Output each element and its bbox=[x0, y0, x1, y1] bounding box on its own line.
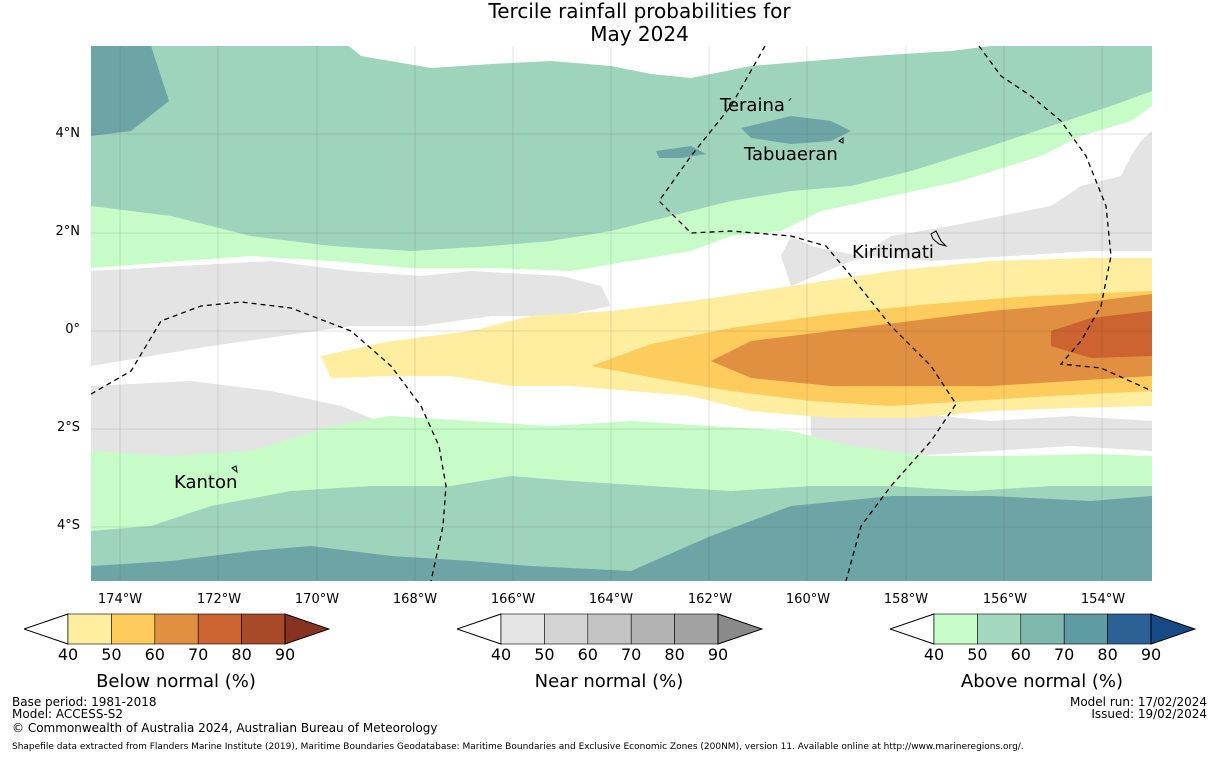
colorbar-above-tick: 40 bbox=[923, 645, 945, 664]
footer-base-period: Base period: 1981-2018 bbox=[12, 695, 157, 709]
colorbar-below-tick: 80 bbox=[231, 645, 252, 664]
colorbar-above-segment bbox=[1020, 613, 1065, 645]
colorbar-near-segment bbox=[630, 613, 675, 645]
colorbar-below-segment bbox=[241, 613, 286, 645]
colorbar-below-segment bbox=[111, 613, 156, 645]
colorbar-near-tick: 50 bbox=[534, 645, 555, 664]
below-normal-70 bbox=[1051, 311, 1152, 358]
colorbar-above-segment bbox=[1107, 613, 1152, 645]
footer-shapefile-credit: Shapefile data extracted from Flanders M… bbox=[12, 742, 1024, 752]
above-normal-50-north bbox=[91, 46, 1152, 251]
title-line-2: May 2024 bbox=[590, 22, 689, 46]
place-label-kiritimati: Kiritimati bbox=[852, 242, 934, 263]
title-line-1: Tercile rainfall probabilities for bbox=[488, 0, 791, 23]
colorbar-above-tick: 70 bbox=[1054, 645, 1075, 664]
colorbar-near-segment bbox=[544, 613, 589, 645]
footer-model-run: Model run: 17/02/2024 bbox=[1069, 695, 1207, 709]
colorbar-below-tick: 70 bbox=[188, 645, 209, 664]
below-normal-60 bbox=[711, 294, 1152, 386]
lon-label: 174°W bbox=[97, 592, 143, 607]
colorbar-near-arrow-low bbox=[457, 613, 502, 645]
map-svg bbox=[91, 46, 1152, 581]
colorbar-below bbox=[24, 613, 330, 645]
lon-label: 166°W bbox=[490, 592, 536, 607]
colorbar-above-tick: 80 bbox=[1097, 645, 1118, 664]
colorbar-below-tick: 90 bbox=[274, 645, 296, 664]
footer-copyright: © Commonwealth of Australia 2024, Austra… bbox=[12, 721, 438, 735]
eez-boundaries bbox=[91, 46, 1152, 581]
colorbar-below-arrow-high bbox=[284, 613, 330, 645]
chart-title: Tercile rainfall probabilities for May 2… bbox=[0, 0, 1219, 46]
graticule bbox=[91, 46, 1152, 581]
place-label-kanton: Kanton bbox=[174, 472, 238, 493]
place-label-tabuaeran: Tabuaeran bbox=[744, 144, 838, 165]
above-normal-60-nw bbox=[91, 46, 169, 136]
colorbar-below-tick: 60 bbox=[144, 645, 165, 664]
colorbar-near bbox=[457, 613, 763, 645]
lon-label: 160°W bbox=[785, 592, 831, 607]
colorbar-below-tick: 40 bbox=[57, 645, 79, 664]
colorbar-near-segment bbox=[500, 613, 545, 645]
lon-label: 156°W bbox=[982, 592, 1028, 607]
above-normal-60-teraina bbox=[741, 116, 851, 144]
lon-label: 162°W bbox=[687, 592, 733, 607]
colorbar-near-segment bbox=[674, 613, 719, 645]
colorbar-below-segment bbox=[154, 613, 199, 645]
near-normal-region-ne bbox=[349, 46, 1152, 286]
colorbar-above-tick: 50 bbox=[967, 645, 988, 664]
colorbar-near-tick: 70 bbox=[621, 645, 642, 664]
islands bbox=[231, 97, 948, 474]
colorbar-above-segment bbox=[977, 613, 1022, 645]
colorbar-near-tick: 60 bbox=[577, 645, 598, 664]
map-panel[interactable] bbox=[91, 46, 1152, 581]
lon-label: 154°W bbox=[1080, 592, 1126, 607]
lat-label: 2°S bbox=[56, 420, 80, 435]
colorbar-above-segment bbox=[933, 613, 978, 645]
colorbar-above bbox=[890, 613, 1196, 645]
colorbar-above-tick: 90 bbox=[1140, 645, 1162, 664]
lat-label: 2°N bbox=[55, 224, 81, 239]
colorbar-below-label: Below normal (%) bbox=[96, 671, 256, 692]
lon-label: 164°W bbox=[588, 592, 634, 607]
lon-label: 158°W bbox=[883, 592, 929, 607]
lat-label: 0° bbox=[65, 322, 80, 337]
colorbar-below-tick: 50 bbox=[101, 645, 122, 664]
lon-label: 168°W bbox=[392, 592, 438, 607]
near-normal-south-east bbox=[811, 411, 1152, 456]
colorbar-above-tick: 60 bbox=[1010, 645, 1031, 664]
colorbar-above-arrow-low bbox=[890, 613, 935, 645]
footer-issued: Issued: 19/02/2024 bbox=[1091, 707, 1207, 721]
colorbar-below-segment bbox=[197, 613, 242, 645]
colorbar-above-segment bbox=[1063, 613, 1108, 645]
colorbar-above-arrow-high bbox=[1150, 613, 1196, 645]
lon-label: 172°W bbox=[196, 592, 242, 607]
above-normal-60-south bbox=[91, 496, 1152, 581]
colorbar-near-label: Near normal (%) bbox=[534, 671, 684, 692]
colorbar-below-arrow-low bbox=[24, 613, 69, 645]
near-normal-band-mid bbox=[91, 261, 611, 366]
colorbar-near-arrow-high bbox=[717, 613, 763, 645]
colorbar-near-tick: 90 bbox=[707, 645, 729, 664]
colorbar-below-segment bbox=[67, 613, 112, 645]
footer-model: Model: ACCESS-S2 bbox=[12, 707, 124, 721]
colorbar-near-tick: 80 bbox=[664, 645, 685, 664]
colorbar-near-tick: 40 bbox=[490, 645, 512, 664]
place-label-teraina: Teraina bbox=[720, 95, 785, 116]
lat-label: 4°N bbox=[55, 126, 81, 141]
colorbar-near-segment bbox=[587, 613, 632, 645]
lat-label: 4°S bbox=[56, 518, 80, 533]
lon-label: 170°W bbox=[294, 592, 340, 607]
colorbar-above-label: Above normal (%) bbox=[960, 671, 1124, 692]
above-normal-60-small bbox=[656, 146, 706, 158]
